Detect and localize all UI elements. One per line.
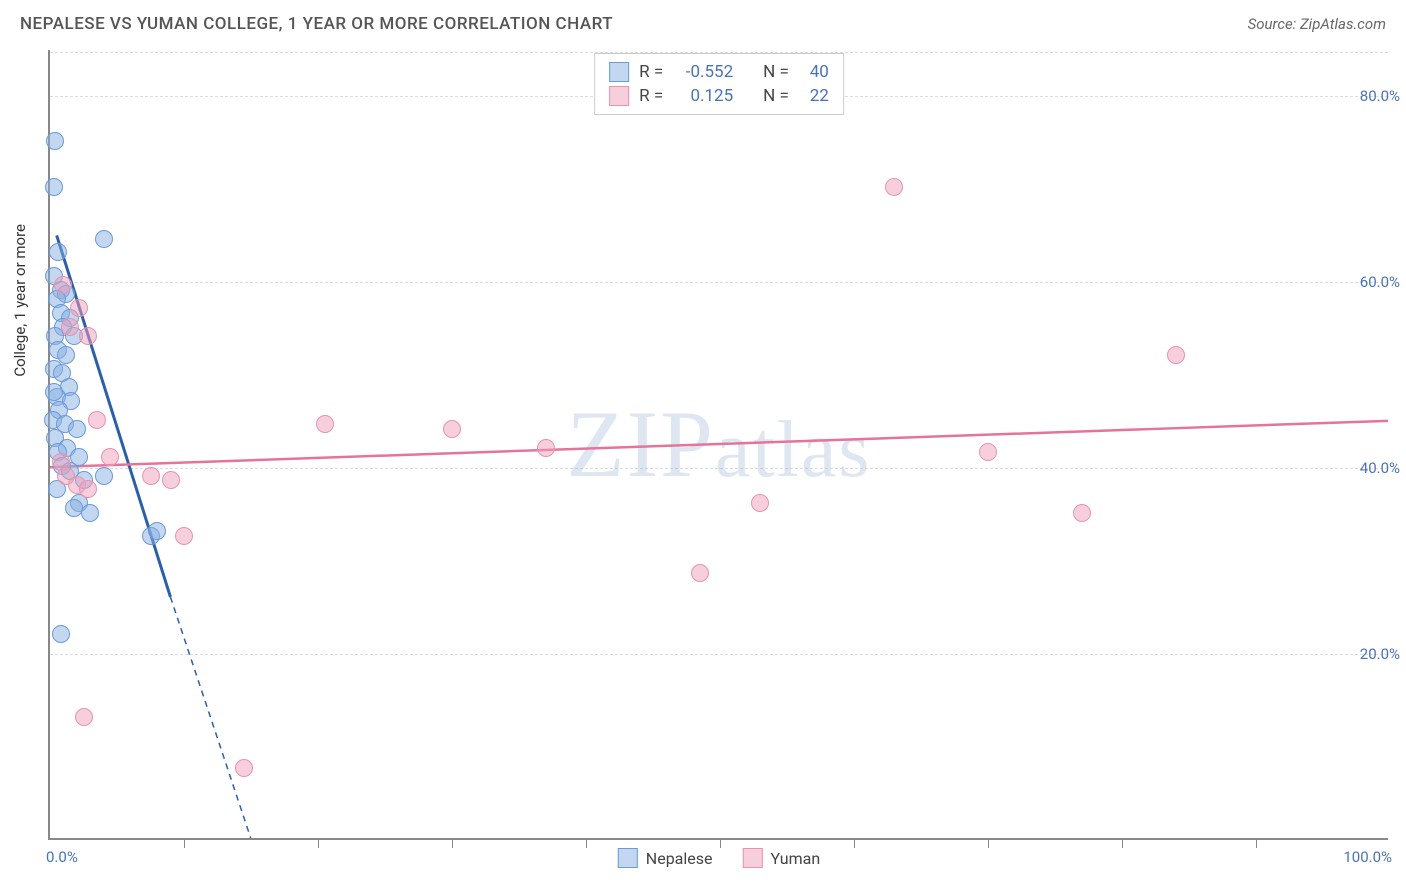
legend-n-label: N = [763,62,789,82]
scatter-chart: College, 1 year or more 20.0%40.0%60.0%8… [48,50,1388,840]
series-legend: Nepalese Yuman [618,848,820,868]
chart-title: NEPALESE VS YUMAN COLLEGE, 1 YEAR OR MOR… [20,14,613,34]
data-point [101,448,119,466]
y-tick-label: 60.0% [1340,273,1400,291]
data-point [1167,346,1185,364]
legend-n-value-nepalese: 40 [799,62,829,82]
watermark-text: ZIPatlas [566,389,871,499]
data-point [79,327,97,345]
legend-item-yuman: Yuman [743,848,821,868]
data-point [885,178,903,196]
data-point [443,420,461,438]
x-tick [184,838,185,848]
x-tick [1256,838,1257,848]
legend-r-label: R = [639,62,663,82]
data-point [88,411,106,429]
data-point [235,759,253,777]
data-point [162,471,180,489]
data-point [45,178,63,196]
x-axis-max-label: 100.0% [1343,848,1392,866]
data-point [537,439,555,457]
y-tick-label: 40.0% [1340,459,1400,477]
data-point [54,276,72,294]
x-tick [318,838,319,848]
data-point [691,564,709,582]
data-point [1073,504,1091,522]
data-point [751,494,769,512]
data-point [79,480,97,498]
legend-r-value-yuman: 0.125 [673,86,733,106]
gridline [50,654,1388,655]
legend-label-nepalese: Nepalese [646,849,713,868]
data-point [61,318,79,336]
data-point [70,299,88,317]
legend-r-value-nepalese: -0.552 [673,62,733,82]
gridline [50,468,1388,469]
x-tick [720,838,721,848]
data-point [142,467,160,485]
y-tick-label: 80.0% [1340,87,1400,105]
legend-label-yuman: Yuman [771,849,821,868]
x-tick [988,838,989,848]
legend-swatch-yuman [609,86,629,106]
source-attribution: Source: ZipAtlas.com [1248,15,1386,33]
data-point [52,625,70,643]
legend-item-nepalese: Nepalese [618,848,713,868]
legend-swatch-icon [618,848,638,868]
correlation-legend: R = -0.552 N = 40 R = 0.125 N = 22 [594,53,844,115]
data-point [81,504,99,522]
data-point [95,230,113,248]
gridline [50,282,1388,283]
data-point [316,415,334,433]
data-point [45,383,63,401]
data-point [68,420,86,438]
data-point [979,443,997,461]
y-axis-title: College, 1 year or more [11,224,29,377]
trend-lines [50,50,1388,838]
legend-n-value-yuman: 22 [799,86,829,106]
y-tick-label: 20.0% [1340,645,1400,663]
legend-row-yuman: R = 0.125 N = 22 [609,84,829,108]
x-tick [586,838,587,848]
legend-row-nepalese: R = -0.552 N = 40 [609,60,829,84]
data-point [49,243,67,261]
data-point [46,132,64,150]
data-point [75,708,93,726]
x-tick [1122,838,1123,848]
legend-swatch-nepalese [609,62,629,82]
data-point [95,467,113,485]
legend-r-label: R = [639,86,663,106]
data-point [148,522,166,540]
chart-header: NEPALESE VS YUMAN COLLEGE, 1 YEAR OR MOR… [0,0,1406,48]
legend-swatch-icon [743,848,763,868]
legend-n-label: N = [763,86,789,106]
x-tick [452,838,453,848]
data-point [175,527,193,545]
x-axis-min-label: 0.0% [46,848,78,866]
x-tick [854,838,855,848]
